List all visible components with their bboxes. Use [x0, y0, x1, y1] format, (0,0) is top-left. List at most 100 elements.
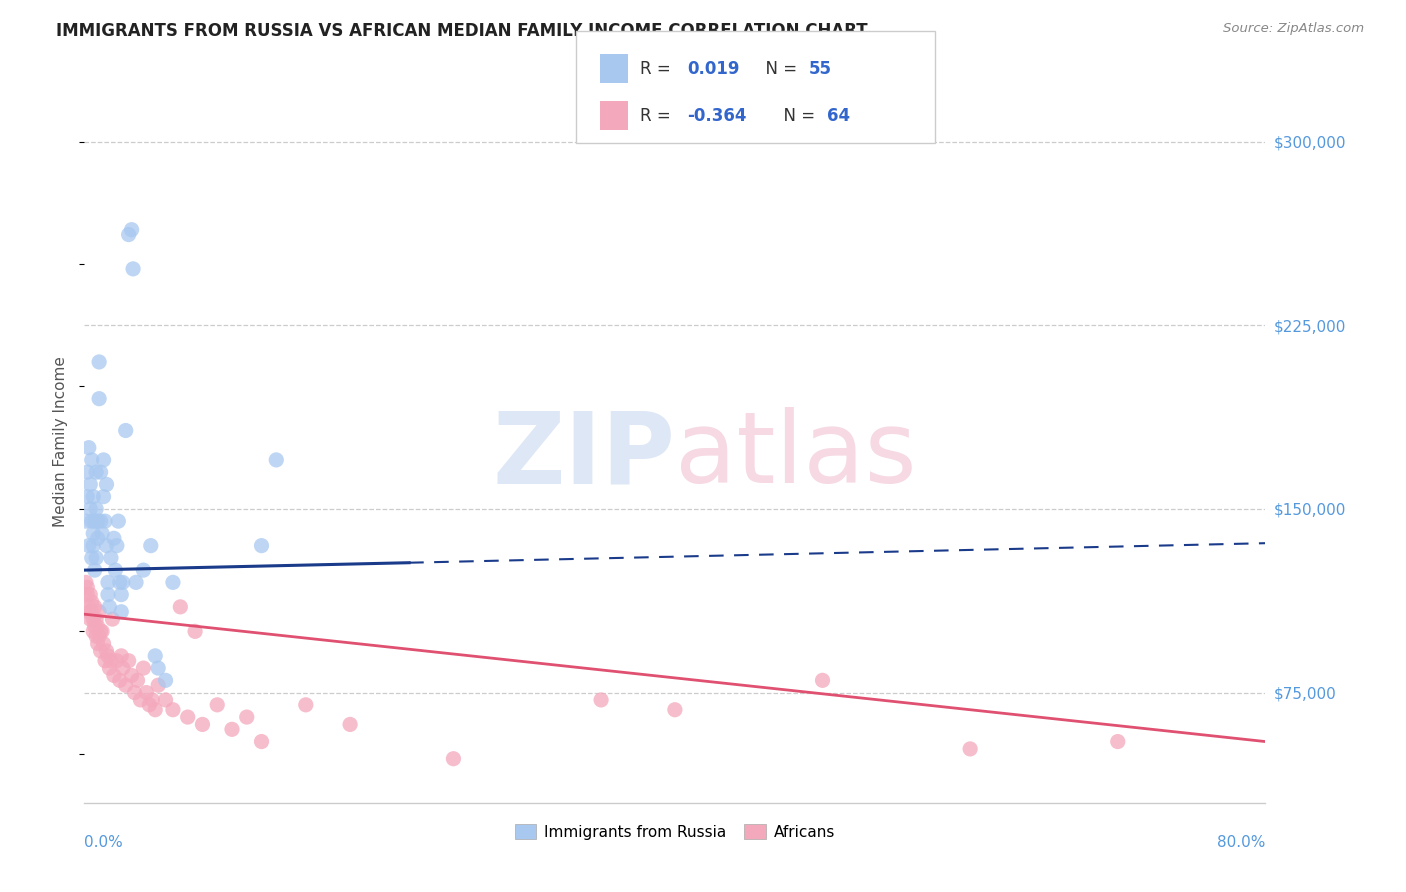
Point: [83, 619, 105, 633]
Text: ZIP: ZIP: [492, 408, 675, 505]
Point: [111, 575, 134, 590]
Point: [148, 678, 170, 692]
Point: [295, 698, 318, 712]
Point: [132, 661, 155, 675]
Point: [91, 624, 114, 639]
Point: [82, 624, 104, 639]
Point: [80, 453, 103, 467]
Text: atlas: atlas: [675, 408, 917, 505]
Point: [80, 550, 103, 565]
Point: [90, 644, 112, 658]
Point: [90, 624, 112, 639]
Point: [79, 588, 101, 602]
Text: R =: R =: [640, 107, 676, 125]
Point: [105, 654, 128, 668]
Point: [250, 539, 273, 553]
Point: [143, 703, 166, 717]
Point: [110, 605, 132, 619]
Point: [83, 514, 105, 528]
Point: [86, 619, 108, 633]
Point: [97, 588, 120, 602]
Point: [100, 654, 122, 668]
Point: [121, 668, 143, 682]
Point: [236, 710, 259, 724]
Point: [82, 612, 104, 626]
Point: [121, 222, 143, 236]
Point: [207, 698, 229, 712]
Point: [84, 550, 107, 565]
Point: [959, 742, 981, 756]
Point: [86, 531, 108, 545]
Point: [143, 648, 166, 663]
Point: [79, 502, 101, 516]
Point: [80, 605, 103, 619]
Point: [96, 644, 118, 658]
Point: [132, 563, 155, 577]
Point: [77, 539, 100, 553]
Point: [101, 612, 124, 626]
Point: [84, 629, 107, 643]
Point: [108, 673, 131, 688]
Point: [93, 637, 115, 651]
Point: [87, 605, 111, 619]
Point: [162, 703, 184, 717]
Point: [75, 514, 97, 528]
Point: [76, 588, 98, 602]
Point: [177, 710, 200, 724]
Point: [94, 654, 117, 668]
Point: [77, 605, 100, 619]
Point: [339, 717, 361, 731]
Point: [86, 637, 108, 651]
Point: [84, 502, 107, 516]
Point: [83, 563, 105, 577]
Point: [125, 575, 148, 590]
Point: [80, 514, 103, 528]
Point: [108, 575, 131, 590]
Point: [87, 355, 111, 369]
Point: [93, 490, 115, 504]
Legend: Immigrants from Russia, Africans: Immigrants from Russia, Africans: [509, 818, 841, 846]
Text: IMMIGRANTS FROM RUSSIA VS AFRICAN MEDIAN FAMILY INCOME CORRELATION CHART: IMMIGRANTS FROM RUSSIA VS AFRICAN MEDIAN…: [56, 22, 868, 40]
Point: [169, 599, 191, 614]
Text: 0.019: 0.019: [688, 60, 740, 78]
Point: [82, 539, 104, 553]
Point: [148, 661, 170, 675]
Point: [100, 550, 122, 565]
Text: N =: N =: [773, 107, 821, 125]
Point: [443, 752, 465, 766]
Point: [811, 673, 834, 688]
Point: [90, 514, 112, 528]
Text: 55: 55: [808, 60, 831, 78]
Point: [105, 539, 128, 553]
Point: [122, 261, 145, 276]
Point: [77, 441, 100, 455]
Point: [76, 465, 98, 479]
Text: Source: ZipAtlas.com: Source: ZipAtlas.com: [1223, 22, 1364, 36]
Point: [110, 648, 132, 663]
Point: [129, 693, 152, 707]
Point: [94, 514, 117, 528]
Point: [90, 465, 112, 479]
Point: [162, 575, 184, 590]
Point: [77, 599, 100, 614]
Point: [110, 588, 132, 602]
Point: [266, 453, 288, 467]
Point: [591, 693, 613, 707]
Point: [91, 526, 114, 541]
Point: [84, 612, 107, 626]
Point: [98, 661, 121, 675]
Point: [79, 477, 101, 491]
Point: [191, 717, 214, 731]
Point: [76, 580, 98, 594]
Point: [97, 648, 120, 663]
Point: [98, 599, 121, 614]
Point: [75, 575, 97, 590]
Point: [250, 734, 273, 748]
Point: [84, 465, 107, 479]
Point: [1107, 734, 1129, 748]
Point: [103, 668, 125, 682]
Point: [96, 477, 118, 491]
Point: [118, 227, 141, 242]
Point: [141, 693, 163, 707]
Text: 64: 64: [827, 107, 849, 125]
